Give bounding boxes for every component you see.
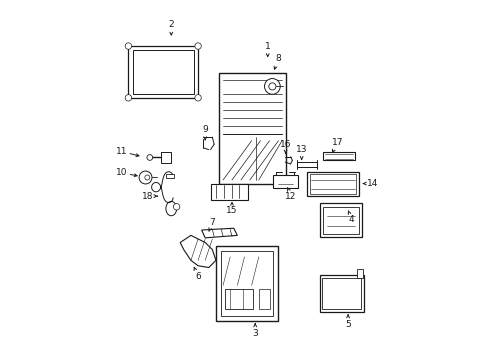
Circle shape: [147, 155, 152, 160]
Text: 4: 4: [348, 215, 354, 224]
Text: 1: 1: [264, 41, 270, 50]
Text: 3: 3: [252, 329, 258, 338]
Bar: [210, 184, 247, 200]
Text: 14: 14: [366, 179, 378, 188]
Text: 18: 18: [142, 192, 154, 201]
Bar: [128, 46, 198, 98]
Text: 5: 5: [345, 320, 350, 329]
Text: 2: 2: [168, 20, 174, 29]
Bar: [132, 50, 193, 94]
Bar: [216, 246, 278, 321]
Circle shape: [173, 203, 180, 210]
Bar: [356, 269, 363, 278]
Circle shape: [139, 171, 152, 184]
Bar: [258, 289, 269, 309]
Bar: [323, 153, 354, 160]
Text: 17: 17: [331, 138, 343, 147]
Text: 6: 6: [195, 272, 201, 281]
Polygon shape: [201, 228, 237, 238]
Text: 12: 12: [285, 192, 296, 201]
Bar: [306, 172, 358, 196]
Bar: [219, 73, 285, 184]
Circle shape: [264, 78, 280, 94]
Text: 15: 15: [226, 206, 237, 215]
Bar: [309, 174, 355, 194]
Circle shape: [125, 95, 131, 101]
Text: 10: 10: [115, 168, 127, 177]
Text: 11: 11: [115, 147, 127, 156]
Circle shape: [268, 83, 275, 90]
Bar: [160, 152, 170, 163]
Text: 9: 9: [202, 126, 208, 135]
Bar: [322, 278, 361, 309]
Bar: [224, 289, 253, 309]
Circle shape: [194, 43, 201, 49]
Circle shape: [194, 95, 201, 101]
Text: 13: 13: [295, 145, 307, 154]
Bar: [165, 174, 173, 178]
Text: 7: 7: [209, 219, 215, 228]
Text: 16: 16: [279, 140, 291, 149]
Bar: [272, 175, 298, 188]
Polygon shape: [180, 235, 216, 267]
Bar: [319, 275, 364, 312]
Bar: [297, 162, 316, 167]
Circle shape: [125, 43, 131, 49]
Text: 8: 8: [275, 54, 281, 63]
Circle shape: [144, 175, 149, 180]
Bar: [221, 251, 272, 316]
Bar: [323, 207, 358, 234]
Bar: [319, 203, 362, 237]
